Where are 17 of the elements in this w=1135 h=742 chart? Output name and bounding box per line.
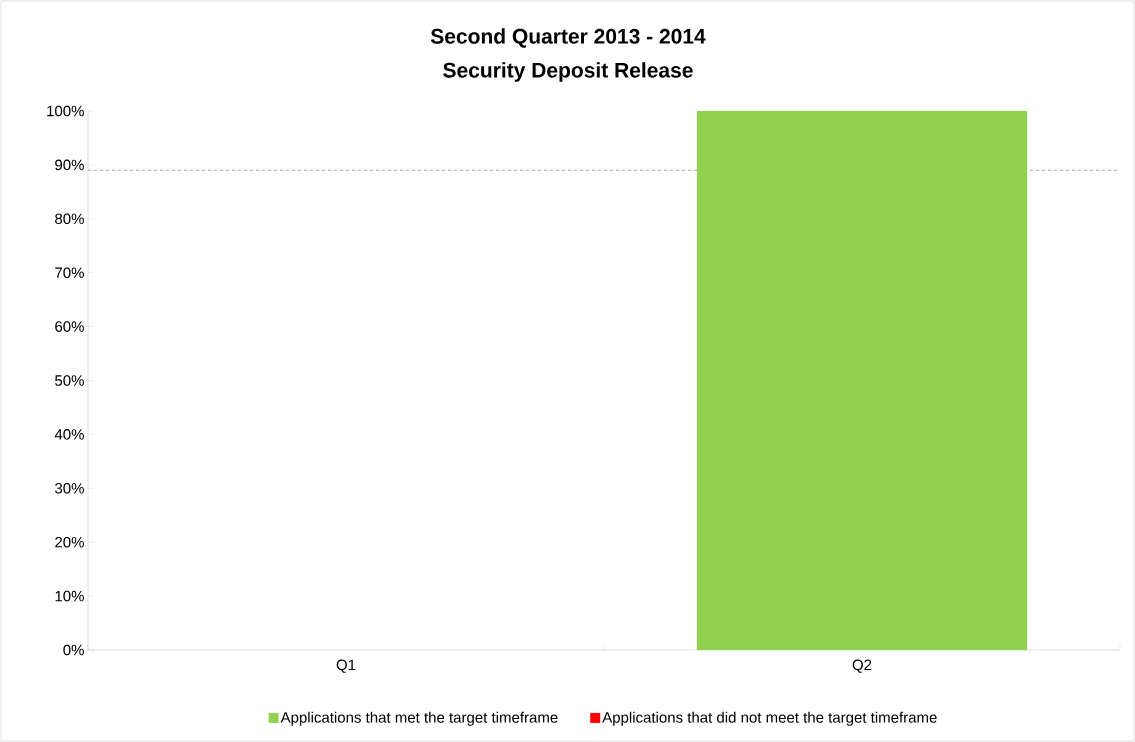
y-tick-label: 10%: [55, 590, 84, 602]
y-tick-label: 30%: [55, 482, 84, 494]
y-tick-label: 50%: [55, 375, 84, 386]
chart-title: Second Quarter 2013 - 2014: [430, 28, 706, 48]
legend-label: Applications that met the target timeframe: [280, 711, 558, 726]
y-tick-label: 90%: [55, 159, 84, 171]
chart-subtitle: Security Deposit Release: [443, 62, 693, 82]
y-tick-label: 40%: [54, 429, 84, 440]
y-tick-label: 0%: [63, 644, 84, 656]
legend-label: Applications that did not meet the target timeframe: [602, 711, 937, 726]
y-tick-label: 70%: [55, 267, 84, 278]
x-tick-label: Q1: [336, 659, 356, 673]
y-tick-label: 80%: [55, 213, 84, 225]
y-tick-label: 20%: [55, 536, 84, 548]
y-tick-label: 60%: [55, 321, 84, 332]
x-tick-label: Q2: [852, 659, 872, 673]
y-tick-label: 100%: [47, 105, 84, 117]
